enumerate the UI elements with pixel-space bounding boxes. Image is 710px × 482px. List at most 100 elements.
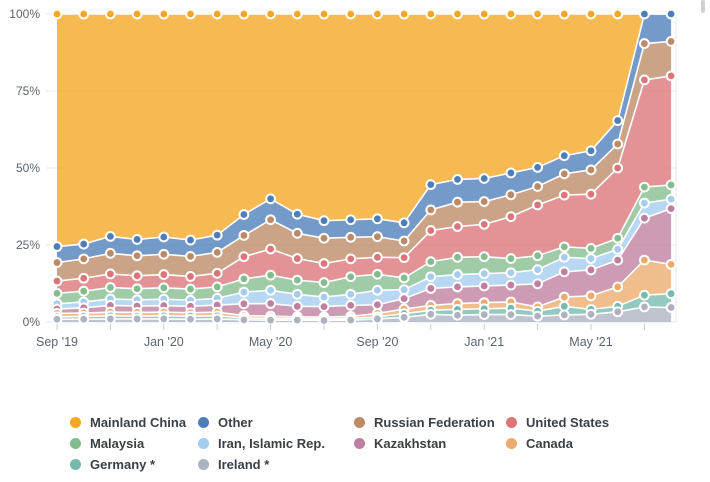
data-point-marker[interactable] <box>345 214 357 226</box>
legend-item-iran-islamic-rep[interactable]: Iran, Islamic Rep. <box>198 436 354 451</box>
data-point-marker[interactable] <box>398 8 410 20</box>
data-point-marker[interactable] <box>639 74 650 86</box>
data-point-marker[interactable] <box>612 138 624 150</box>
data-point-marker[interactable] <box>78 8 90 20</box>
data-point-marker[interactable] <box>612 162 624 174</box>
data-point-marker[interactable] <box>505 309 517 321</box>
data-point-marker[interactable] <box>558 251 570 263</box>
data-point-marker[interactable] <box>51 241 63 252</box>
legend-item-russian-federation[interactable]: Russian Federation <box>354 415 506 430</box>
data-point-marker[interactable] <box>345 271 357 283</box>
data-point-marker[interactable] <box>558 8 570 20</box>
data-point-marker[interactable] <box>425 225 437 236</box>
legend-item-united-states[interactable]: United States <box>506 415 710 430</box>
data-point-marker[interactable] <box>345 288 357 300</box>
data-point-marker[interactable] <box>291 300 303 312</box>
scrollbar-thumb[interactable] <box>701 0 705 13</box>
data-point-marker[interactable] <box>211 313 223 325</box>
data-point-marker[interactable] <box>131 250 143 262</box>
data-point-marker[interactable] <box>318 301 330 313</box>
data-point-marker[interactable] <box>238 8 250 20</box>
data-point-marker[interactable] <box>211 267 223 279</box>
data-point-marker[interactable] <box>265 284 277 296</box>
data-point-marker[interactable] <box>639 254 650 266</box>
series-markers[interactable] <box>51 8 677 326</box>
markers-russian-federation[interactable] <box>51 36 677 268</box>
data-point-marker[interactable] <box>158 231 170 243</box>
data-point-marker[interactable] <box>478 280 490 292</box>
data-point-marker[interactable] <box>425 204 437 216</box>
data-point-marker[interactable] <box>265 193 277 205</box>
data-point-marker[interactable] <box>639 289 650 301</box>
markers-malaysia[interactable] <box>51 179 677 299</box>
data-point-marker[interactable] <box>532 264 543 276</box>
data-point-marker[interactable] <box>291 208 303 220</box>
data-point-marker[interactable] <box>345 8 357 20</box>
data-point-marker[interactable] <box>105 8 116 20</box>
data-point-marker[interactable] <box>532 250 543 262</box>
data-point-marker[interactable] <box>158 269 170 280</box>
data-point-marker[interactable] <box>558 189 570 201</box>
data-point-marker[interactable] <box>665 302 677 313</box>
data-point-marker[interactable] <box>478 8 490 20</box>
data-point-marker[interactable] <box>291 288 303 300</box>
data-point-marker[interactable] <box>425 283 437 294</box>
legend-item-ireland[interactable]: Ireland * <box>198 457 354 472</box>
legend-item-germany[interactable]: Germany * <box>70 457 198 472</box>
data-point-marker[interactable] <box>372 284 383 296</box>
data-point-marker[interactable] <box>532 8 543 20</box>
data-point-marker[interactable] <box>612 306 624 318</box>
data-point-marker[interactable] <box>238 251 250 263</box>
markers-ireland[interactable] <box>51 301 677 326</box>
data-point-marker[interactable] <box>372 313 383 325</box>
data-point-marker[interactable] <box>185 234 196 246</box>
data-point-marker[interactable] <box>558 291 570 303</box>
data-point-marker[interactable] <box>398 235 410 247</box>
data-point-marker[interactable] <box>291 314 303 326</box>
data-point-marker[interactable] <box>211 8 223 20</box>
data-point-marker[interactable] <box>505 279 517 291</box>
data-point-marker[interactable] <box>238 273 250 285</box>
data-point-marker[interactable] <box>425 271 437 283</box>
data-point-marker[interactable] <box>158 8 170 20</box>
data-point-marker[interactable] <box>372 299 383 311</box>
data-point-marker[interactable] <box>318 291 330 303</box>
data-point-marker[interactable] <box>211 229 223 241</box>
data-point-marker[interactable] <box>425 8 437 20</box>
data-point-marker[interactable] <box>318 315 330 326</box>
data-point-marker[interactable] <box>585 145 597 157</box>
data-point-marker[interactable] <box>131 234 143 245</box>
data-point-marker[interactable] <box>398 293 410 304</box>
data-point-marker[interactable] <box>265 8 277 20</box>
data-point-marker[interactable] <box>452 251 463 263</box>
data-point-marker[interactable] <box>665 203 677 215</box>
data-point-marker[interactable] <box>345 231 357 243</box>
data-point-marker[interactable] <box>265 214 277 226</box>
markers-kazakhstan[interactable] <box>51 203 677 315</box>
markers-other[interactable] <box>51 8 677 252</box>
data-point-marker[interactable] <box>345 299 357 311</box>
data-point-marker[interactable] <box>505 8 517 20</box>
data-point-marker[interactable] <box>185 283 196 295</box>
data-point-marker[interactable] <box>265 269 277 281</box>
data-point-marker[interactable] <box>639 212 650 224</box>
data-point-marker[interactable] <box>505 267 517 279</box>
data-point-marker[interactable] <box>639 8 650 20</box>
data-point-marker[interactable] <box>452 269 463 280</box>
data-point-marker[interactable] <box>265 314 277 326</box>
data-point-marker[interactable] <box>425 308 437 320</box>
data-point-marker[interactable] <box>478 309 490 321</box>
data-point-marker[interactable] <box>452 173 463 185</box>
data-point-marker[interactable] <box>238 286 250 298</box>
data-point-marker[interactable] <box>372 268 383 280</box>
data-point-marker[interactable] <box>185 250 196 262</box>
data-point-marker[interactable] <box>585 242 597 254</box>
data-point-marker[interactable] <box>131 8 143 20</box>
data-point-marker[interactable] <box>452 221 463 232</box>
data-point-marker[interactable] <box>425 256 437 268</box>
data-point-marker[interactable] <box>238 298 250 310</box>
data-point-marker[interactable] <box>345 253 357 265</box>
data-point-marker[interactable] <box>398 311 410 323</box>
data-point-marker[interactable] <box>78 272 90 284</box>
data-point-marker[interactable] <box>185 8 196 20</box>
